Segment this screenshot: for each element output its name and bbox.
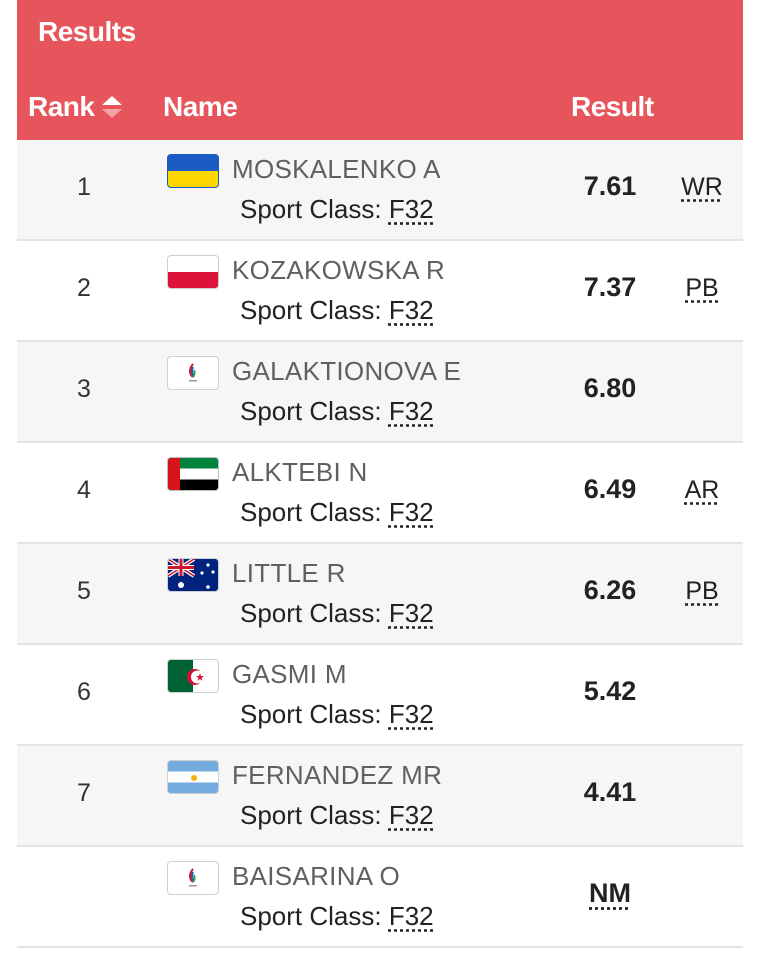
rank-value: 7 (77, 779, 91, 807)
result-value: 7.61 (583, 171, 637, 201)
sport-class: Sport Class: F32 (240, 194, 434, 225)
sport-class: Sport Class: F32 (240, 800, 434, 831)
result-value: 5.42 (583, 676, 637, 706)
australia-flag-icon (167, 558, 219, 592)
table-row[interactable]: 3 GALAKTIONOVA E Sport Class: F32 6.80 (17, 342, 743, 443)
sport-class-code[interactable]: F32 (388, 699, 434, 729)
poland-flag-icon (167, 255, 219, 289)
result-column-header[interactable]: Result (571, 91, 654, 122)
rank-value: 5 (77, 577, 91, 605)
result-value: 6.26 (583, 575, 637, 605)
sport-class-code[interactable]: F32 (388, 800, 434, 830)
table-row[interactable]: 1 MOSKALENKO A Sport Class: F32 7.61 WR (17, 140, 743, 241)
table-row[interactable]: 4 ALKTEBI N Sport Class: F32 6.49 AR (17, 443, 743, 544)
rank-value: 2 (77, 274, 91, 302)
rank-column-label: Rank (28, 91, 95, 122)
sport-class-label: Sport Class: (240, 396, 382, 426)
table-row[interactable]: 7 FERNANDEZ MR Sport Class: F32 4.41 (17, 746, 743, 847)
ukraine-flag-icon (167, 154, 219, 188)
results-header: Results Rank Name Result (17, 0, 743, 140)
sport-class: Sport Class: F32 (240, 598, 434, 629)
sport-class-code[interactable]: F32 (388, 598, 434, 628)
sport-class-code[interactable]: F32 (388, 295, 434, 325)
record-badge[interactable]: WR (681, 173, 723, 201)
name-column-header[interactable]: Name (163, 91, 238, 122)
sport-class-code[interactable]: F32 (388, 194, 434, 224)
rank-value: 4 (77, 476, 91, 504)
table-row[interactable]: 5 LITTLE R Sport Class: F32 6.26 PB (17, 544, 743, 645)
result-value: 6.49 (583, 474, 637, 504)
uae-flag-icon (167, 457, 219, 491)
table-row[interactable]: BAISARINA O Sport Class: F32 NM (17, 847, 743, 948)
npa-flag-icon (167, 861, 219, 895)
sport-class-label: Sport Class: (240, 194, 382, 224)
sport-class-label: Sport Class: (240, 497, 382, 527)
athlete-name[interactable]: GALAKTIONOVA E (232, 356, 462, 386)
sport-class-label: Sport Class: (240, 295, 382, 325)
athlete-name[interactable]: BAISARINA O (232, 861, 401, 891)
result-value: 4.41 (583, 777, 637, 807)
result-value: 7.37 (583, 272, 637, 302)
sport-class-code[interactable]: F32 (388, 396, 434, 426)
algeria-flag-icon (167, 659, 219, 693)
sport-class: Sport Class: F32 (240, 396, 434, 427)
athlete-name[interactable]: MOSKALENKO A (232, 154, 441, 184)
table-row[interactable]: 2 KOZAKOWSKA R Sport Class: F32 7.37 PB (17, 241, 743, 342)
result-value[interactable]: NM (589, 878, 631, 908)
athlete-name[interactable]: FERNANDEZ MR (232, 760, 443, 790)
results-title: Results (38, 16, 136, 47)
argentina-flag-icon (167, 760, 219, 794)
sport-class-label: Sport Class: (240, 901, 382, 931)
results-table: Results Rank Name Result 1 MOSKALENKO A … (17, 0, 743, 948)
sport-class: Sport Class: F32 (240, 699, 434, 730)
sport-class: Sport Class: F32 (240, 295, 434, 326)
sport-class-label: Sport Class: (240, 598, 382, 628)
record-badge[interactable]: PB (685, 577, 719, 605)
sport-class-label: Sport Class: (240, 800, 382, 830)
sport-class-code[interactable]: F32 (388, 497, 434, 527)
athlete-name[interactable]: ALKTEBI N (232, 457, 368, 487)
sport-class: Sport Class: F32 (240, 497, 434, 528)
sport-class: Sport Class: F32 (240, 901, 434, 932)
sport-class-code[interactable]: F32 (388, 901, 434, 931)
rank-column-header[interactable]: Rank (28, 91, 123, 123)
rank-value: 6 (77, 678, 91, 706)
npa-flag-icon (167, 356, 219, 390)
sport-class-label: Sport Class: (240, 699, 382, 729)
athlete-name[interactable]: LITTLE R (232, 558, 346, 588)
sort-icon[interactable] (102, 92, 123, 122)
table-row[interactable]: 6 GASMI M Sport Class: F32 5.42 (17, 645, 743, 746)
record-badge[interactable]: AR (684, 476, 720, 504)
rank-value: 3 (77, 375, 91, 403)
athlete-name[interactable]: GASMI M (232, 659, 347, 689)
rank-value: 1 (77, 173, 91, 201)
result-value: 6.80 (583, 373, 637, 403)
record-badge[interactable]: PB (685, 274, 719, 302)
athlete-name[interactable]: KOZAKOWSKA R (232, 255, 446, 285)
